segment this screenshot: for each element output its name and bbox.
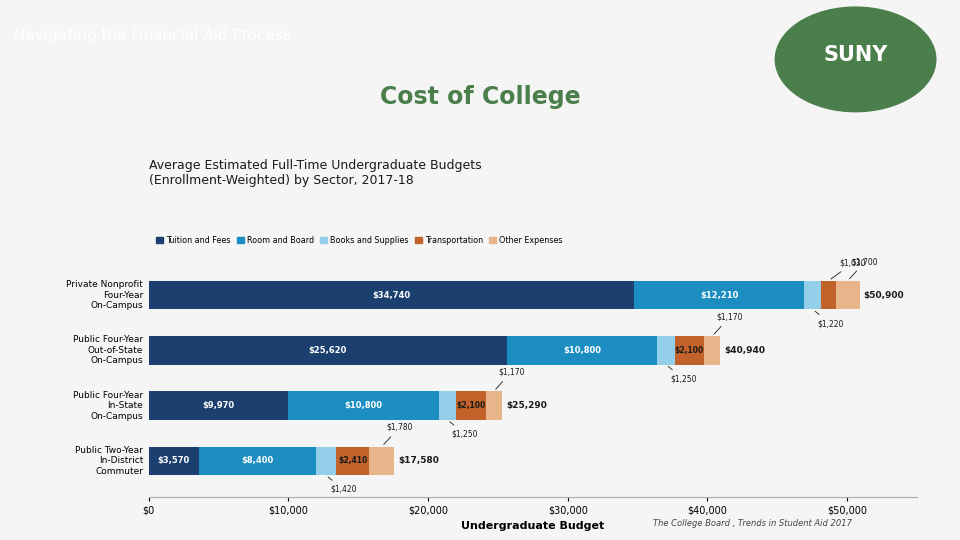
Text: $2,100: $2,100 xyxy=(456,401,486,410)
Bar xyxy=(486,392,502,420)
Text: $1,250: $1,250 xyxy=(668,367,697,383)
Bar xyxy=(149,336,507,364)
Bar xyxy=(456,392,486,420)
Bar xyxy=(439,392,456,420)
Text: $25,290: $25,290 xyxy=(506,401,547,410)
Text: The College Board , Trends in Student Aid 2017: The College Board , Trends in Student Ai… xyxy=(653,519,852,529)
Text: Average Estimated Full-Time Undergraduate Budgets
(Enrollment-Weighted) by Secto: Average Estimated Full-Time Undergraduat… xyxy=(149,159,481,187)
Text: $3,570: $3,570 xyxy=(157,456,190,465)
Text: $40,940: $40,940 xyxy=(725,346,766,355)
Text: $1,780: $1,780 xyxy=(384,423,413,444)
Text: $8,400: $8,400 xyxy=(241,456,274,465)
Text: $1,170: $1,170 xyxy=(495,368,524,389)
Text: $1,700: $1,700 xyxy=(850,257,878,279)
Text: Navigating the Financial Aid Process: Navigating the Financial Aid Process xyxy=(14,28,292,43)
Bar xyxy=(822,281,836,309)
Bar xyxy=(675,336,704,364)
Text: $1,220: $1,220 xyxy=(815,311,844,328)
Text: $9,970: $9,970 xyxy=(203,401,234,410)
Text: SUNY: SUNY xyxy=(824,45,888,65)
Text: $10,800: $10,800 xyxy=(563,346,601,355)
Bar xyxy=(804,281,822,309)
X-axis label: Undergraduate Budget: Undergraduate Budget xyxy=(461,522,605,531)
Bar xyxy=(149,447,199,475)
Circle shape xyxy=(776,7,936,112)
Text: $12,210: $12,210 xyxy=(700,291,738,300)
Bar xyxy=(658,336,675,364)
Bar xyxy=(634,281,804,309)
Bar xyxy=(836,281,859,309)
Text: $1,250: $1,250 xyxy=(449,422,478,438)
Text: $2,410: $2,410 xyxy=(338,456,368,465)
Text: Cost of College: Cost of College xyxy=(380,85,580,109)
Bar xyxy=(704,336,720,364)
Text: $10,800: $10,800 xyxy=(345,401,382,410)
Text: $17,580: $17,580 xyxy=(398,456,440,465)
Text: $1,170: $1,170 xyxy=(714,313,743,334)
Bar xyxy=(316,447,336,475)
Bar xyxy=(199,447,316,475)
Bar xyxy=(507,336,658,364)
Text: $34,740: $34,740 xyxy=(372,291,411,300)
Legend: Tuition and Fees, Room and Board, Books and Supplies, Transportation, Other Expe: Tuition and Fees, Room and Board, Books … xyxy=(153,232,566,248)
Text: $2,100: $2,100 xyxy=(675,346,704,355)
Bar xyxy=(149,392,288,420)
Text: $25,620: $25,620 xyxy=(308,346,347,355)
Bar xyxy=(336,447,370,475)
Bar xyxy=(370,447,395,475)
Text: $50,900: $50,900 xyxy=(864,291,904,300)
Text: $1,420: $1,420 xyxy=(328,477,356,494)
Bar xyxy=(149,281,634,309)
Bar xyxy=(288,392,439,420)
Text: $1,030: $1,030 xyxy=(830,258,867,279)
